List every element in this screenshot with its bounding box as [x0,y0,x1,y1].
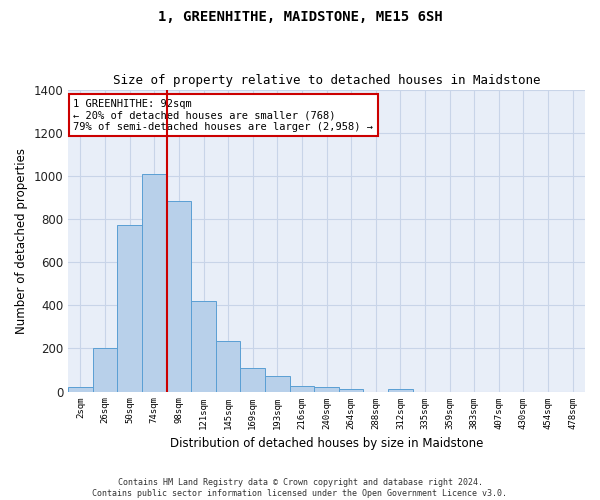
Text: Contains HM Land Registry data © Crown copyright and database right 2024.
Contai: Contains HM Land Registry data © Crown c… [92,478,508,498]
Y-axis label: Number of detached properties: Number of detached properties [15,148,28,334]
Bar [265,376,290,392]
Bar [339,390,364,392]
X-axis label: Distribution of detached houses by size in Maidstone: Distribution of detached houses by size … [170,437,483,450]
Bar [68,387,93,392]
Text: 1 GREENHITHE: 92sqm
← 20% of detached houses are smaller (768)
79% of semi-detac: 1 GREENHITHE: 92sqm ← 20% of detached ho… [73,98,373,132]
Bar [216,341,241,392]
Bar [142,174,167,392]
Text: 1, GREENHITHE, MAIDSTONE, ME15 6SH: 1, GREENHITHE, MAIDSTONE, ME15 6SH [158,10,442,24]
Bar [167,200,191,392]
Bar [314,387,339,392]
Title: Size of property relative to detached houses in Maidstone: Size of property relative to detached ho… [113,74,541,87]
Bar [241,368,265,392]
Bar [388,390,413,392]
Bar [118,226,142,392]
Bar [290,386,314,392]
Bar [93,348,118,392]
Bar [191,301,216,392]
